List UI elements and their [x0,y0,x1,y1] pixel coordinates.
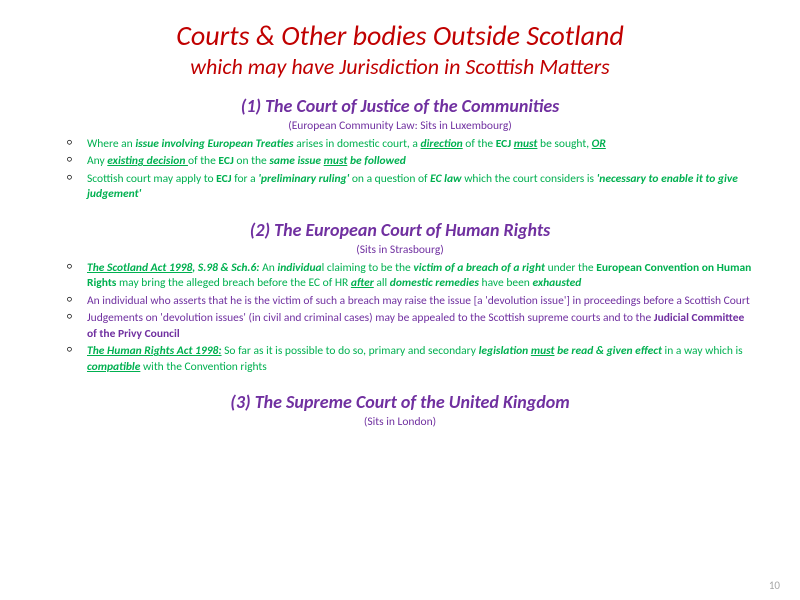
section-1-heading: (1) The Court of Justice of the Communit… [45,95,755,117]
section-3-subheading: (Sits in London) [45,415,755,429]
section-3-heading: (3) The Supreme Court of the United King… [45,391,755,413]
slide-title: Courts & Other bodies Outside Scotland w… [45,18,755,81]
section-1-subheading: (European Community Law: Sits in Luxembo… [45,119,755,133]
page-number: 10 [769,579,780,592]
list-item: The Human Rights Act 1998: So far as it … [67,344,755,375]
section-2-subheading: (Sits in Strasbourg) [45,243,755,257]
section-2-heading: (2) The European Court of Human Rights [45,219,755,241]
title-line-1: Courts & Other bodies Outside Scotland [45,18,755,53]
list-item: The Scotland Act 1998, S.98 & Sch.6: An … [67,261,755,292]
list-item: Any existing decision of the ECJ on the … [67,154,755,170]
title-line-2: which may have Jurisdiction in Scottish … [45,53,755,81]
section-1-bullets: Where an issue involving European Treati… [45,137,755,203]
list-item: Scottish court may apply to ECJ for a 'p… [67,172,755,203]
list-item: Judgements on 'devolution issues' (in ci… [67,311,755,342]
list-item: An individual who asserts that he is the… [67,294,755,310]
section-2-bullets: The Scotland Act 1998, S.98 & Sch.6: An … [45,261,755,376]
list-item: Where an issue involving European Treati… [67,137,755,153]
